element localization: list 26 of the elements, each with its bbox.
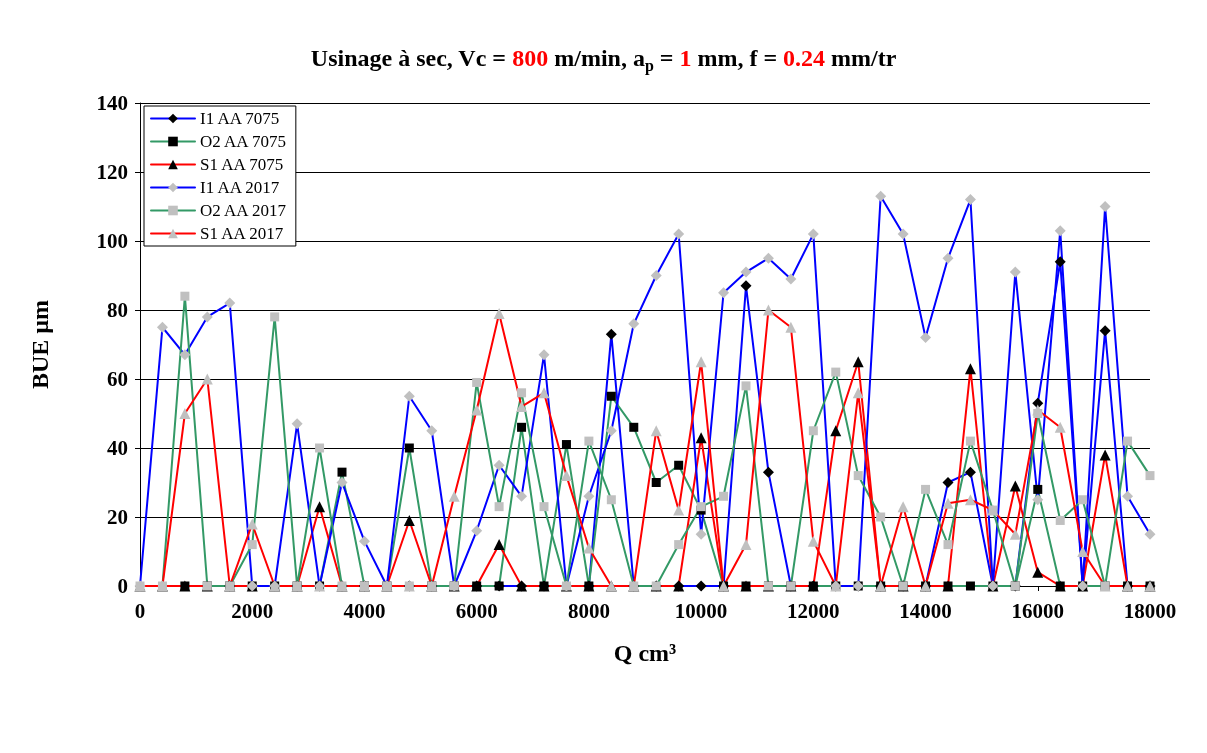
y-tick-label: 140 [96, 91, 128, 115]
legend-label: S1 AA 2017 [200, 224, 284, 243]
legend-label: S1 AA 7075 [200, 155, 284, 174]
x-tick-label: 12000 [787, 598, 840, 623]
x-tick-label: 2000 [231, 598, 274, 623]
x-axis-title: Q cm³ [613, 640, 677, 666]
x-tick-label: 18000 [1123, 598, 1177, 623]
y-tick-label: 60 [107, 367, 128, 391]
x-tick-label: 8000 [567, 598, 610, 623]
x-tick-label: 10000 [674, 598, 728, 623]
y-tick-label: 100 [96, 229, 128, 253]
y-tick-label: 0 [117, 574, 128, 598]
y-tick-label: 20 [107, 505, 128, 529]
legend-label: I1 AA 2017 [200, 178, 280, 197]
y-tick-label: 80 [107, 298, 128, 322]
legend-label: O2 AA 2017 [200, 201, 287, 220]
legend-label: I1 AA 7075 [200, 109, 280, 128]
x-tick-label: 14000 [899, 598, 952, 623]
x-tick-label: 6000 [455, 598, 498, 623]
x-tick-label: 4000 [343, 598, 386, 623]
y-axis-title: BUE µm [27, 299, 53, 390]
x-tick-label: 0 [134, 598, 146, 623]
y-tick-label: 120 [96, 160, 128, 184]
y-tick-label: 40 [107, 436, 128, 460]
x-tick-label: 16000 [1011, 598, 1065, 623]
legend-label: O2 AA 7075 [200, 132, 286, 151]
